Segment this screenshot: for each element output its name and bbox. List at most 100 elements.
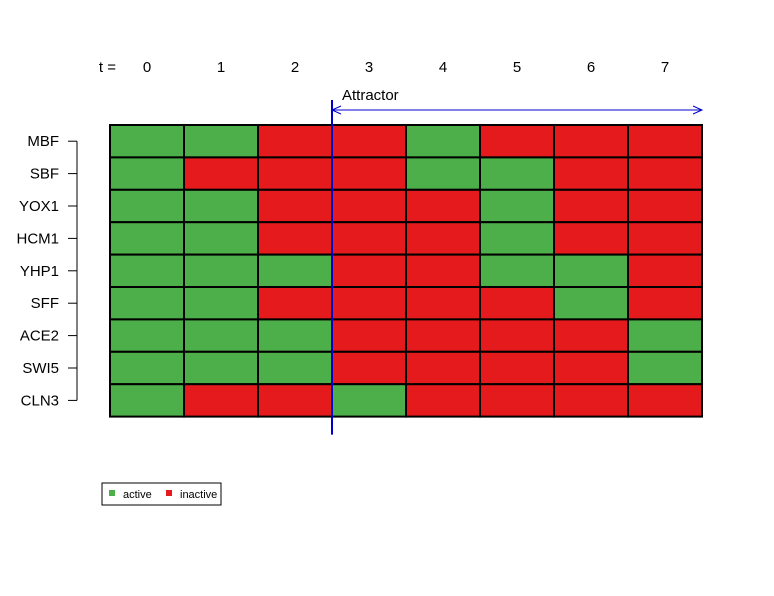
- state-cells: [109, 124, 703, 418]
- cell-hcm1-t7: [627, 221, 703, 256]
- cell-yox1-t6: [553, 188, 629, 224]
- gene-label-hcm1: HCM1: [16, 230, 59, 247]
- cell-cln3-t0: [109, 383, 185, 418]
- cell-swi5-t4: [405, 350, 481, 386]
- cell-swi5-t7: [627, 350, 703, 386]
- cell-yhp1-t7: [627, 253, 703, 289]
- cell-ace2-t7: [627, 318, 703, 353]
- cell-yox1-t3: [331, 188, 407, 224]
- cell-cln3-t7: [627, 383, 703, 418]
- cell-sff-t7: [627, 286, 703, 321]
- cell-sff-t0: [109, 286, 185, 321]
- cell-cln3-t3: [331, 383, 407, 418]
- cell-yhp1-t0: [109, 253, 185, 289]
- cell-sbf-t2: [257, 156, 333, 191]
- time-label-6: 6: [587, 59, 595, 76]
- gene-label-sbf: SBF: [30, 166, 59, 183]
- cell-cln3-t2: [257, 383, 333, 418]
- attractor-annotation: Attractor: [330, 87, 704, 435]
- legend-label-active: active: [123, 489, 152, 501]
- attractor-arrowhead-left: [330, 105, 342, 115]
- legend-swatch-inactive: [166, 490, 172, 496]
- cell-ace2-t5: [479, 318, 555, 353]
- cell-sff-t1: [183, 286, 259, 321]
- cell-swi5-t6: [553, 350, 629, 386]
- time-axis-labels: 0 1 2 3 4 5 6 7: [143, 59, 669, 76]
- cell-yox1-t0: [109, 188, 185, 224]
- time-label-7: 7: [661, 59, 669, 76]
- cell-yhp1-t5: [479, 253, 555, 289]
- cell-sff-t3: [331, 286, 407, 321]
- gene-label-yox1: YOX1: [19, 198, 59, 215]
- time-label-4: 4: [439, 59, 447, 76]
- cell-swi5-t5: [479, 350, 555, 386]
- attractor-arrowhead-right: [692, 105, 704, 115]
- cell-yhp1-t6: [553, 253, 629, 289]
- cell-sbf-t3: [331, 156, 407, 191]
- cell-ace2-t2: [257, 318, 333, 353]
- cell-hcm1-t6: [553, 221, 629, 256]
- cell-sff-t4: [405, 286, 481, 321]
- cell-yhp1-t3: [331, 253, 407, 289]
- time-label-0: 0: [143, 59, 151, 76]
- cell-yox1-t7: [627, 188, 703, 224]
- legend-label-inactive: inactive: [180, 489, 217, 501]
- cell-mbf-t3: [331, 124, 407, 159]
- cell-sbf-t7: [627, 156, 703, 191]
- legend-box: [101, 482, 222, 506]
- time-label-1: 1: [217, 59, 225, 76]
- cell-mbf-t6: [553, 124, 629, 159]
- time-label-5: 5: [513, 59, 521, 76]
- gene-label-sff: SFF: [31, 295, 59, 312]
- cell-mbf-t2: [257, 124, 333, 159]
- legend-swatch-active: [109, 490, 115, 496]
- gene-axis-labels: MBF SBF YOX1 HCM1 YHP1 SFF ACE2 SWI5 CLN3: [16, 133, 78, 409]
- cell-ace2-t3: [331, 318, 407, 353]
- cell-hcm1-t4: [405, 221, 481, 256]
- cell-ace2-t6: [553, 318, 629, 353]
- cell-ace2-t1: [183, 318, 259, 353]
- attractor-label: Attractor: [342, 87, 399, 104]
- cell-swi5-t3: [331, 350, 407, 386]
- gene-label-cln3: CLN3: [21, 392, 59, 409]
- cell-swi5-t1: [183, 350, 259, 386]
- cell-mbf-t4: [405, 124, 481, 159]
- cell-mbf-t0: [109, 124, 185, 159]
- cell-sbf-t0: [109, 156, 185, 191]
- gene-label-ace2: ACE2: [20, 328, 59, 345]
- cell-sbf-t4: [405, 156, 481, 191]
- cell-yox1-t5: [479, 188, 555, 224]
- cell-yox1-t4: [405, 188, 481, 224]
- cell-hcm1-t0: [109, 221, 185, 256]
- cell-cln3-t4: [405, 383, 481, 418]
- time-axis-prefix: t =: [99, 59, 116, 76]
- cell-sbf-t5: [479, 156, 555, 191]
- cell-swi5-t2: [257, 350, 333, 386]
- gene-label-mbf: MBF: [27, 133, 59, 150]
- cell-hcm1-t2: [257, 221, 333, 256]
- cell-mbf-t1: [183, 124, 259, 159]
- cell-sbf-t1: [183, 156, 259, 191]
- cell-sbf-t6: [553, 156, 629, 191]
- time-label-2: 2: [291, 59, 299, 76]
- cell-cln3-t1: [183, 383, 259, 418]
- cell-sff-t5: [479, 286, 555, 321]
- time-label-3: 3: [365, 59, 373, 76]
- cell-mbf-t5: [479, 124, 555, 159]
- cell-sff-t2: [257, 286, 333, 321]
- cell-swi5-t0: [109, 350, 185, 386]
- cell-cln3-t6: [553, 383, 629, 418]
- cell-hcm1-t5: [479, 221, 555, 256]
- cell-hcm1-t3: [331, 221, 407, 256]
- cell-cln3-t5: [479, 383, 555, 418]
- cell-ace2-t4: [405, 318, 481, 353]
- cell-yox1-t2: [257, 188, 333, 224]
- cell-yhp1-t2: [257, 253, 333, 289]
- cell-hcm1-t1: [183, 221, 259, 256]
- cell-mbf-t7: [627, 124, 703, 159]
- cell-yhp1-t1: [183, 253, 259, 289]
- cell-yhp1-t4: [405, 253, 481, 289]
- cell-sff-t6: [553, 286, 629, 321]
- cell-ace2-t0: [109, 318, 185, 353]
- cell-yox1-t1: [183, 188, 259, 224]
